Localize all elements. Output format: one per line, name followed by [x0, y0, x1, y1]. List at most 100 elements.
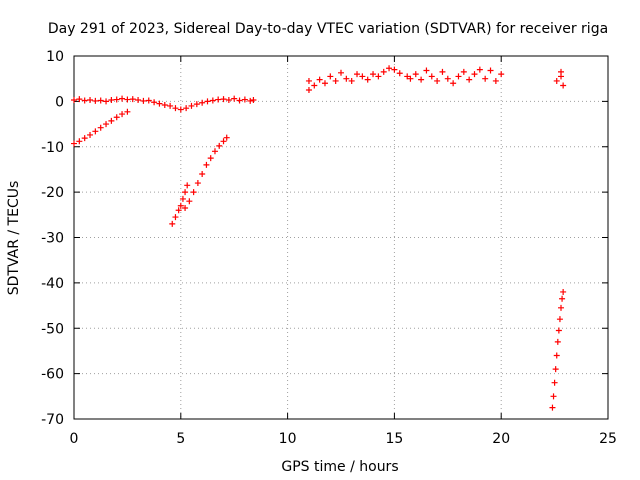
data-point	[476, 66, 483, 73]
data-point	[87, 97, 94, 104]
data-point	[199, 170, 206, 177]
data-point	[558, 304, 565, 311]
y-tick-label: -40	[41, 276, 64, 292]
x-tick-label: 10	[279, 431, 297, 447]
data-point	[119, 95, 126, 102]
data-point	[492, 77, 499, 84]
data-point	[182, 189, 189, 196]
x-tick-label: 20	[492, 431, 510, 447]
chart-title: Day 291 of 2023, Sidereal Day-to-day VTE…	[48, 21, 608, 37]
data-point	[428, 73, 435, 80]
y-tick-label: -20	[41, 185, 64, 201]
data-point	[108, 117, 115, 124]
y-tick-label: -70	[41, 412, 64, 428]
data-point	[124, 96, 131, 103]
data-points	[71, 65, 567, 411]
x-tick-label: 5	[176, 431, 185, 447]
grid-lines	[74, 56, 608, 419]
data-point	[81, 97, 88, 104]
data-point	[305, 87, 312, 94]
data-point	[76, 96, 83, 103]
data-point	[71, 97, 77, 104]
data-point	[225, 97, 232, 104]
data-point	[338, 69, 344, 76]
data-point	[549, 404, 556, 411]
x-tick-label: 15	[385, 431, 403, 447]
data-point	[305, 77, 312, 84]
data-point	[92, 128, 99, 135]
data-point	[241, 96, 248, 103]
data-point	[560, 288, 567, 295]
data-point	[119, 111, 126, 118]
data-point	[359, 73, 366, 80]
data-point	[167, 102, 174, 109]
data-point	[236, 97, 243, 104]
data-point	[177, 106, 184, 113]
data-point	[423, 67, 430, 74]
data-point	[124, 108, 131, 115]
data-point	[247, 97, 254, 104]
data-point	[92, 97, 99, 104]
data-point	[556, 316, 563, 323]
data-point	[81, 135, 88, 142]
data-point	[450, 80, 457, 87]
x-axis-label: GPS time / hours	[281, 459, 398, 475]
data-point	[348, 77, 355, 84]
data-point	[220, 138, 227, 145]
data-point	[172, 105, 179, 112]
x-tick-label: 0	[70, 431, 79, 447]
data-point	[550, 393, 557, 400]
data-point	[215, 96, 222, 103]
data-point	[327, 73, 334, 80]
data-point	[156, 100, 163, 107]
data-point	[186, 198, 193, 205]
y-tick-label: -60	[41, 367, 64, 383]
data-point	[190, 189, 197, 196]
data-point	[87, 131, 94, 138]
data-point	[471, 71, 478, 78]
data-point	[211, 148, 218, 155]
data-point	[354, 71, 361, 78]
data-point	[316, 76, 323, 83]
data-point	[179, 195, 186, 202]
data-point	[404, 73, 411, 80]
data-point	[460, 68, 467, 75]
data-point	[113, 114, 120, 121]
data-point	[553, 77, 560, 84]
data-point	[97, 97, 104, 104]
data-point	[370, 71, 377, 78]
data-point	[209, 97, 216, 104]
data-point	[396, 70, 403, 77]
y-axis-label: SDTVAR / TECUs	[6, 181, 22, 296]
data-point	[386, 65, 393, 72]
data-point	[231, 95, 238, 102]
data-point	[71, 140, 77, 147]
data-point	[311, 82, 318, 89]
data-point	[172, 214, 179, 221]
data-point	[169, 220, 176, 227]
y-tick-label: -30	[41, 231, 64, 247]
data-point	[554, 338, 561, 345]
data-point	[193, 101, 200, 108]
data-point	[140, 97, 147, 104]
data-point	[113, 96, 120, 103]
data-point	[129, 96, 136, 103]
data-point	[250, 97, 257, 104]
y-tick-label: -50	[41, 321, 64, 337]
data-point	[188, 102, 195, 109]
data-point	[204, 98, 211, 105]
data-point	[220, 96, 227, 103]
data-point	[439, 68, 446, 75]
data-point	[551, 379, 558, 386]
data-point	[553, 352, 560, 359]
y-tick-label: 0	[55, 94, 64, 110]
data-point	[108, 97, 115, 104]
data-point	[343, 75, 350, 82]
data-point	[482, 75, 489, 82]
axis-ticks: 0 5 10 15 20 25 -70 -60 -50 -40 -30 -20 -10 0 10	[41, 49, 617, 447]
data-point	[151, 99, 158, 106]
data-point	[560, 82, 567, 89]
data-point	[175, 207, 182, 214]
data-point	[407, 75, 414, 82]
